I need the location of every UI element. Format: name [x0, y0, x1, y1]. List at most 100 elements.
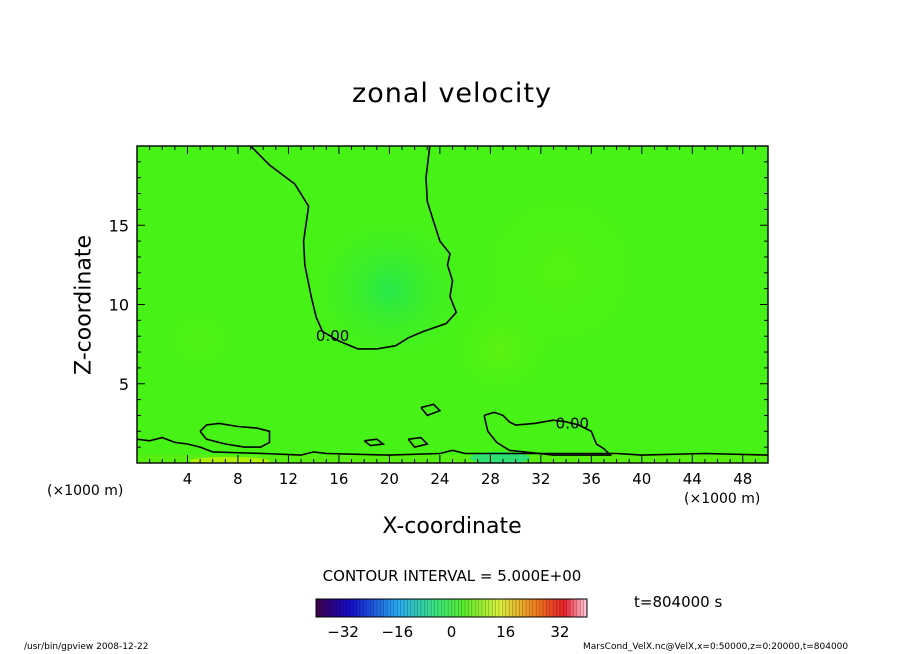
- x-unit-right: (×1000 m): [684, 491, 761, 507]
- footer-left: /usr/bin/gpview 2008-12-22: [24, 642, 149, 652]
- x-tick-label: 32: [531, 470, 550, 488]
- colorbar-cell: [529, 599, 534, 617]
- colorbar-cell: [387, 599, 391, 617]
- colorbar-cell: [322, 599, 327, 617]
- colorbar-cell: [346, 599, 351, 617]
- colorbar-cell: [390, 599, 395, 617]
- y-axis-label: Z-coordinate: [71, 235, 97, 375]
- x-tick-label: 44: [683, 470, 702, 488]
- colorbar-cell: [461, 599, 466, 617]
- y-tick-label: 15: [109, 216, 129, 235]
- y-tick-label: 10: [109, 296, 129, 315]
- colorbar-cell: [427, 599, 432, 617]
- colorbar-cell: [522, 599, 527, 617]
- colorbar-cell: [471, 599, 476, 617]
- x-tick-label: 28: [481, 470, 500, 488]
- colorbar-cell: [485, 599, 490, 617]
- x-tick-label: 48: [733, 470, 752, 488]
- x-tick-label: 20: [380, 470, 399, 488]
- time-label: t=804000 s: [634, 593, 723, 611]
- chart-title: zonal velocity: [352, 78, 552, 109]
- x-tick-label: 24: [430, 470, 449, 488]
- colorbar-cell: [539, 599, 544, 617]
- contour-small-loop: [407, 436, 429, 448]
- colorbar-cell: [349, 599, 354, 617]
- contour-interval: CONTOUR INTERVAL = 5.000E+00: [322, 567, 582, 585]
- colorbar-cell: [343, 599, 347, 617]
- colorbar-cell: [542, 599, 547, 617]
- x-unit-left: (×1000 m): [47, 483, 124, 499]
- colorbar-cell: [451, 599, 456, 617]
- colorbar-tick-label: −32: [327, 623, 359, 641]
- colorbar-cell: [532, 599, 537, 617]
- colorbar-cell: [336, 599, 341, 617]
- colorbar-cell: [400, 599, 405, 617]
- colorbar-cell: [329, 599, 334, 617]
- colorbar-cell: [519, 599, 523, 617]
- x-tick-label: 16: [329, 470, 348, 488]
- colorbar-cell: [498, 599, 503, 617]
- colorbar-cell: [316, 599, 320, 617]
- colorbar-cell: [424, 599, 429, 617]
- colorbar-cell: [380, 599, 385, 617]
- colorbar-cell: [444, 599, 449, 617]
- contour-zero-lower-left: [199, 422, 271, 448]
- colorbar-cell: [559, 599, 564, 617]
- colorbar-cell: [465, 599, 469, 617]
- x-tick-label: 12: [279, 470, 298, 488]
- colorbar-tick-label: 0: [447, 623, 457, 641]
- contour-zero-lower-right: [483, 411, 613, 456]
- colorbar-cell: [549, 599, 554, 617]
- contour-small-loop: [420, 403, 442, 417]
- colorbar-cell: [509, 599, 513, 617]
- colorbar-cell: [526, 599, 530, 617]
- colorbar-cell: [431, 599, 435, 617]
- colorbar-cell: [417, 599, 422, 617]
- colorbar-cell: [566, 599, 571, 617]
- velocity-field: [137, 146, 768, 463]
- colorbar-cell: [495, 599, 500, 617]
- colorbar-cell: [434, 599, 439, 617]
- colorbar-cell: [366, 599, 371, 617]
- colorbar-cell: [363, 599, 368, 617]
- colorbar-cell: [339, 599, 344, 617]
- colorbar-cell: [376, 599, 381, 617]
- contour-labels: 0.00 0.00: [316, 327, 589, 432]
- colorbar-cell: [580, 599, 584, 617]
- colorbar-cell: [410, 599, 415, 617]
- contour-label: 0.00: [556, 414, 589, 432]
- colorbar-cell: [397, 599, 401, 617]
- contour-label: 0.00: [316, 327, 349, 345]
- y-tick-label: 5: [119, 375, 129, 394]
- colorbar-cell: [563, 599, 567, 617]
- colorbar-cell: [481, 599, 486, 617]
- colorbar-cell: [319, 599, 324, 617]
- colorbar-cell: [515, 599, 520, 617]
- colorbar-cell: [356, 599, 361, 617]
- contour-surface: [137, 436, 768, 456]
- colorbar-cell: [583, 599, 588, 617]
- x-tick-label: 36: [582, 470, 601, 488]
- contour-zero-upper: [250, 146, 458, 350]
- colorbar-cell: [505, 599, 510, 617]
- colorbar-cell: [573, 599, 578, 617]
- x-tick-label: 40: [632, 470, 651, 488]
- colorbar-cell: [570, 599, 574, 617]
- colorbar-cell: [512, 599, 517, 617]
- colorbar-cell: [458, 599, 462, 617]
- x-tick-label: 8: [233, 470, 243, 488]
- colorbar-cell: [373, 599, 378, 617]
- colorbar-cell: [437, 599, 442, 617]
- colorbar-tick-label: −16: [381, 623, 413, 641]
- colorbar-cell: [360, 599, 364, 617]
- colorbar-cell: [502, 599, 506, 617]
- colorbar-cell: [421, 599, 425, 617]
- colorbar-cell: [353, 599, 357, 617]
- colorbar-cell: [414, 599, 418, 617]
- footer-right: MarsCond_VelX.nc@VelX,x=0:50000,z=0:2000…: [583, 642, 849, 652]
- contour-small-loop: [363, 438, 386, 447]
- colorbar-cell: [393, 599, 398, 617]
- colorbar-cell: [404, 599, 408, 617]
